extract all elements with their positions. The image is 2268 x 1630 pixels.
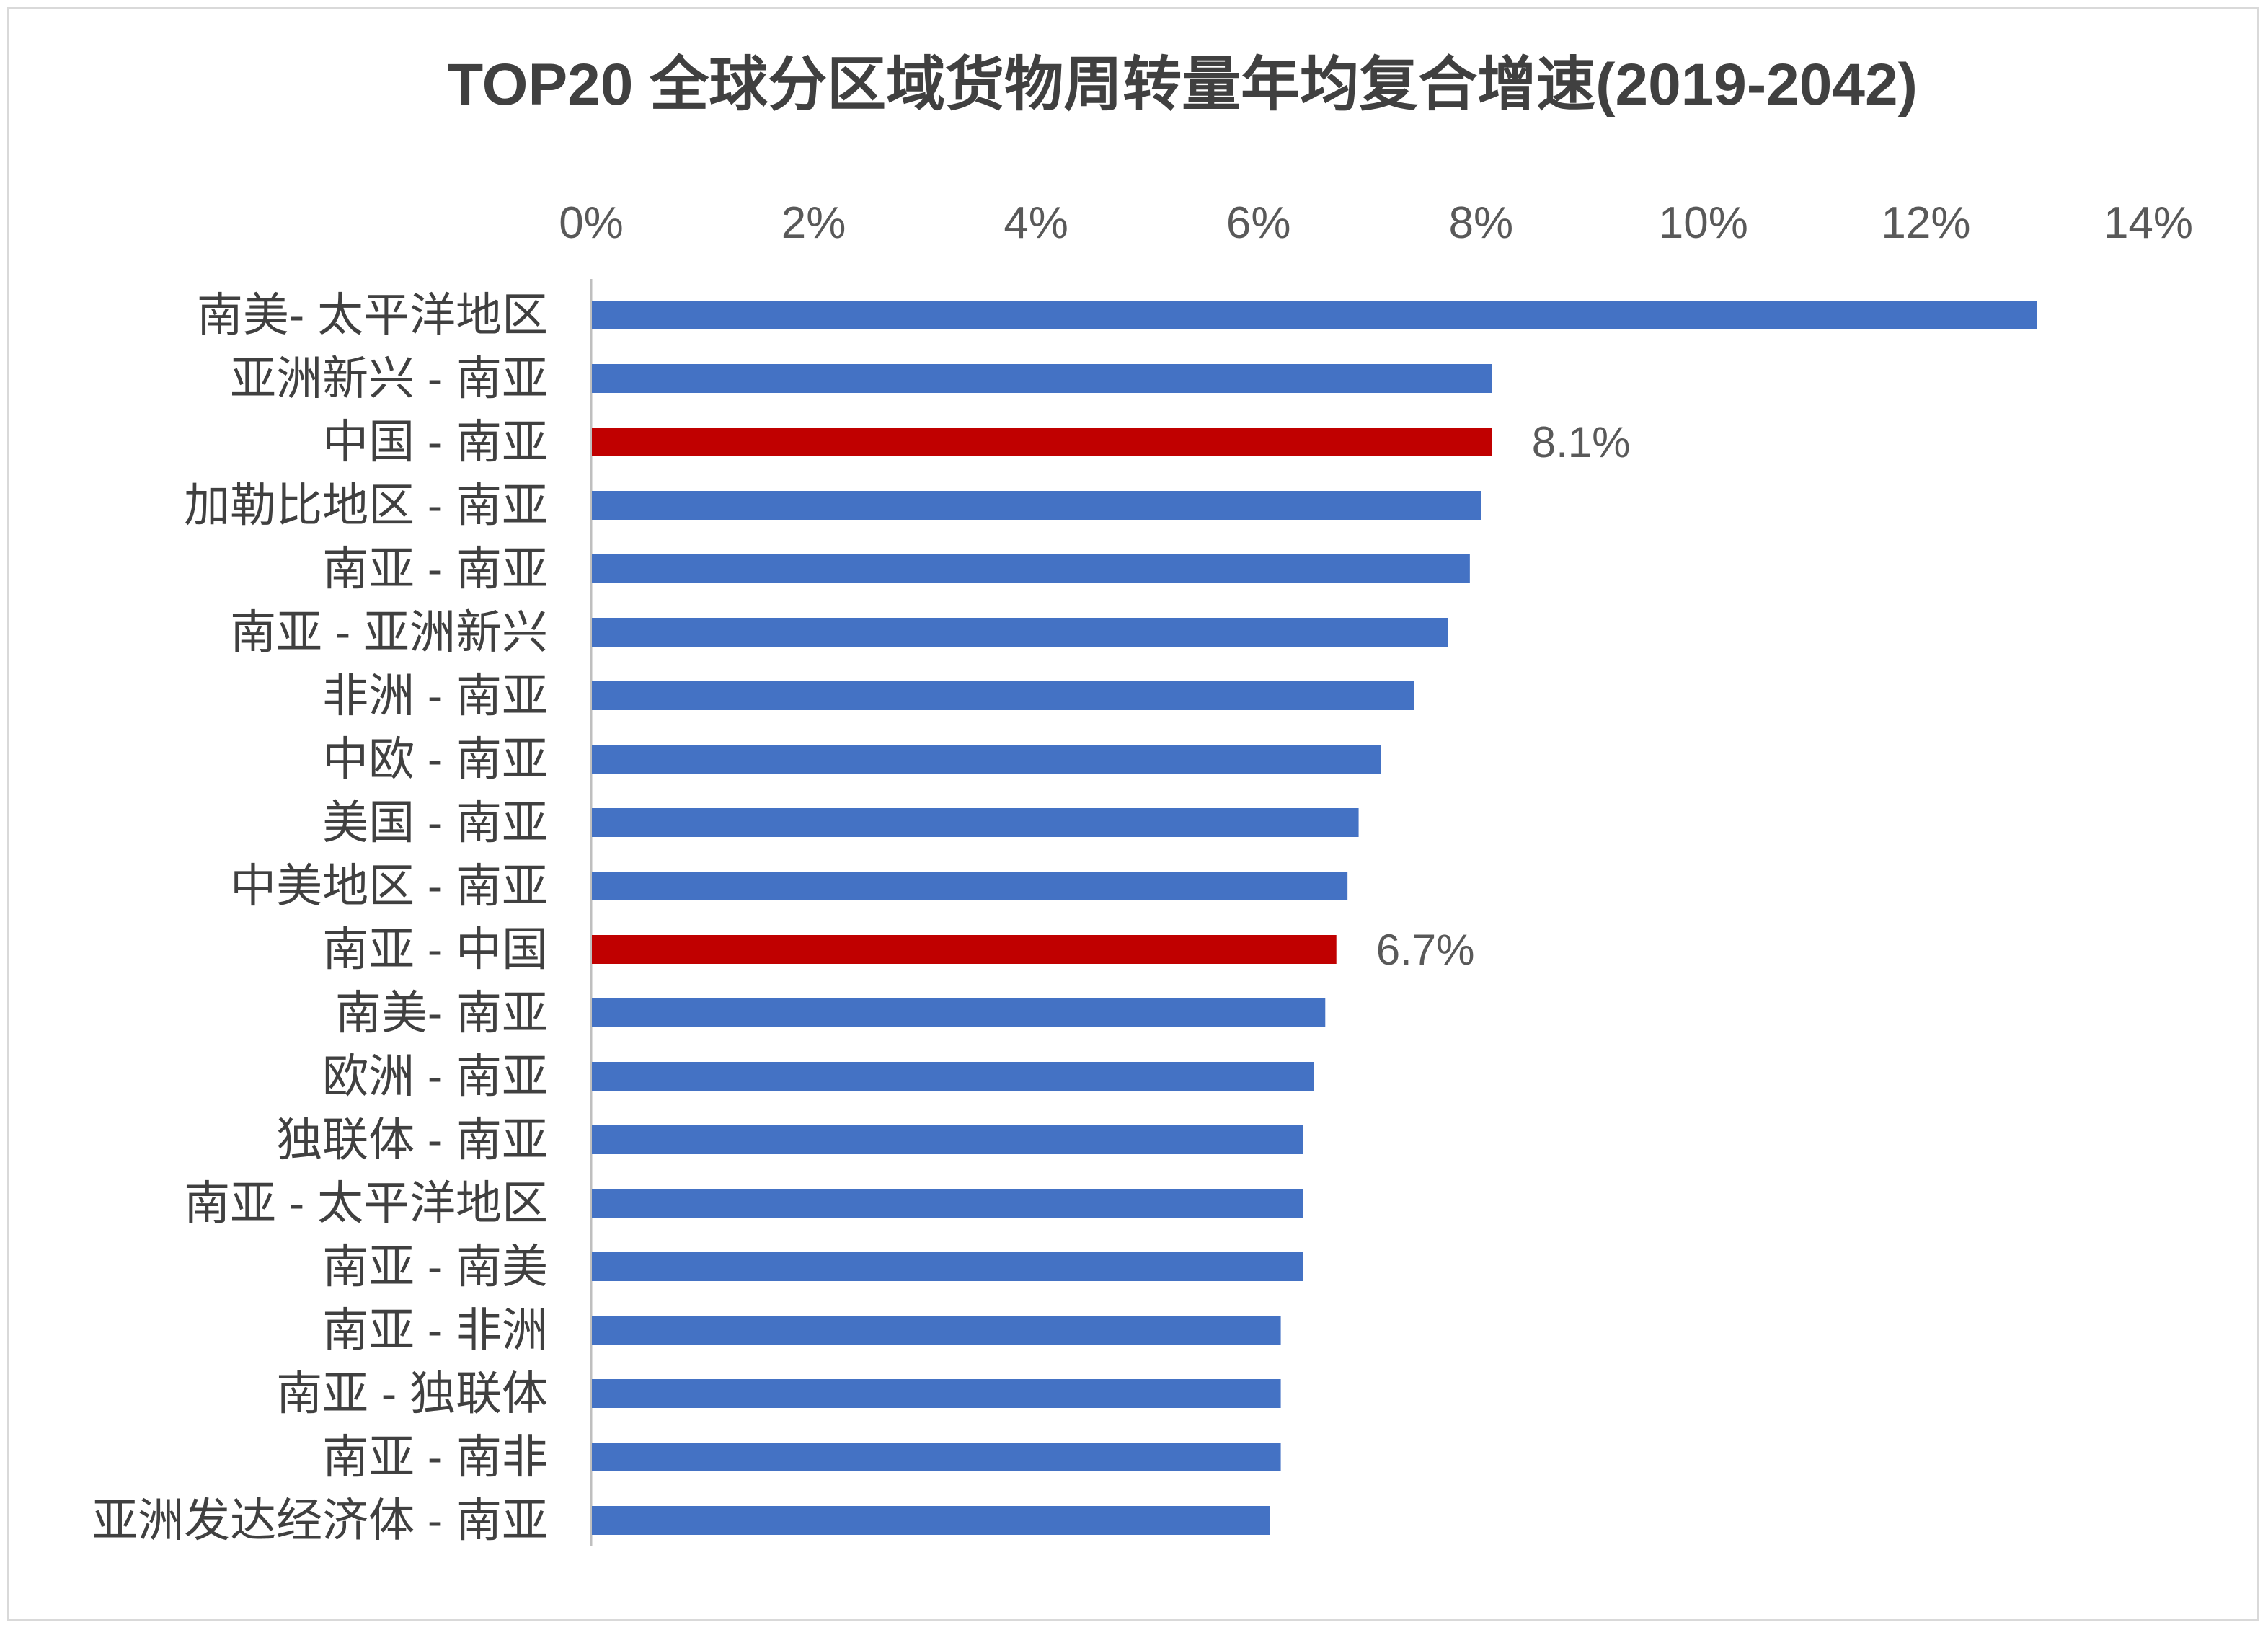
- x-tick-label: 12%: [1881, 198, 1970, 248]
- category-label: 欧洲 - 南亚: [322, 1050, 548, 1102]
- bar: [592, 745, 1381, 774]
- bar: [592, 554, 1470, 583]
- x-tick-label: 4%: [1004, 198, 1068, 248]
- category-label: 南亚 - 亚洲新兴: [230, 606, 548, 658]
- data-labels: 8.1% 6.7%: [1376, 418, 1631, 974]
- bar: [592, 1125, 1303, 1154]
- x-tick-label: 6%: [1226, 198, 1291, 248]
- bar-highlighted: [592, 935, 1337, 964]
- bar: [592, 808, 1359, 837]
- data-label: 6.7%: [1376, 926, 1475, 974]
- bar: [592, 1506, 1270, 1535]
- x-tick-label: 14%: [2104, 198, 2193, 248]
- bar: [592, 1379, 1281, 1408]
- category-label: 南美- 太平洋地区: [197, 289, 548, 341]
- bar: [592, 998, 1326, 1027]
- x-tick-label: 8%: [1448, 198, 1513, 248]
- category-label: 中欧 - 南亚: [322, 733, 548, 785]
- category-label: 南亚 - 中国: [322, 923, 548, 975]
- x-tick-label: 0%: [559, 198, 624, 248]
- category-label: 独联体 - 南亚: [276, 1114, 548, 1166]
- category-label: 南亚 - 南非: [322, 1431, 548, 1483]
- bar: [592, 1316, 1281, 1345]
- category-label: 南亚 - 南美: [322, 1241, 548, 1293]
- x-axis-ticks: 0% 2% 4% 6% 8% 10% 12% 14%: [559, 198, 2193, 248]
- bar: [592, 1189, 1303, 1218]
- category-label: 南亚 - 南亚: [322, 543, 548, 595]
- bar: [592, 872, 1348, 900]
- chart-title: TOP20 全球分区域货物周转量年均复合增速(2019-2042): [447, 52, 1918, 118]
- category-label: 亚洲新兴 - 南亚: [230, 353, 548, 404]
- x-tick-label: 10%: [1659, 198, 1748, 248]
- category-label: 加勒比地区 - 南亚: [184, 479, 548, 531]
- bars: [592, 301, 2037, 1535]
- bar-highlighted: [592, 428, 1492, 456]
- data-label: 8.1%: [1532, 418, 1631, 466]
- category-label: 美国 - 南亚: [322, 797, 548, 849]
- bar: [592, 1252, 1303, 1281]
- category-label: 中美地区 - 南亚: [230, 860, 548, 912]
- bar: [592, 618, 1448, 647]
- bar: [592, 1062, 1314, 1091]
- category-label: 南美- 南亚: [335, 987, 548, 1039]
- bar: [592, 681, 1414, 710]
- bar: [592, 364, 1492, 393]
- category-label: 非洲 - 南亚: [322, 670, 548, 722]
- category-label: 南亚 - 非洲: [322, 1304, 548, 1356]
- category-label: 中国 - 南亚: [322, 416, 548, 468]
- bar: [592, 491, 1481, 520]
- category-label: 南亚 - 太平洋地区: [184, 1177, 548, 1229]
- bar: [592, 1443, 1281, 1471]
- category-label: 亚洲发达经济体 - 南亚: [92, 1494, 548, 1546]
- bar: [592, 301, 2037, 329]
- category-label: 南亚 - 独联体: [276, 1368, 548, 1419]
- x-tick-label: 2%: [781, 198, 846, 248]
